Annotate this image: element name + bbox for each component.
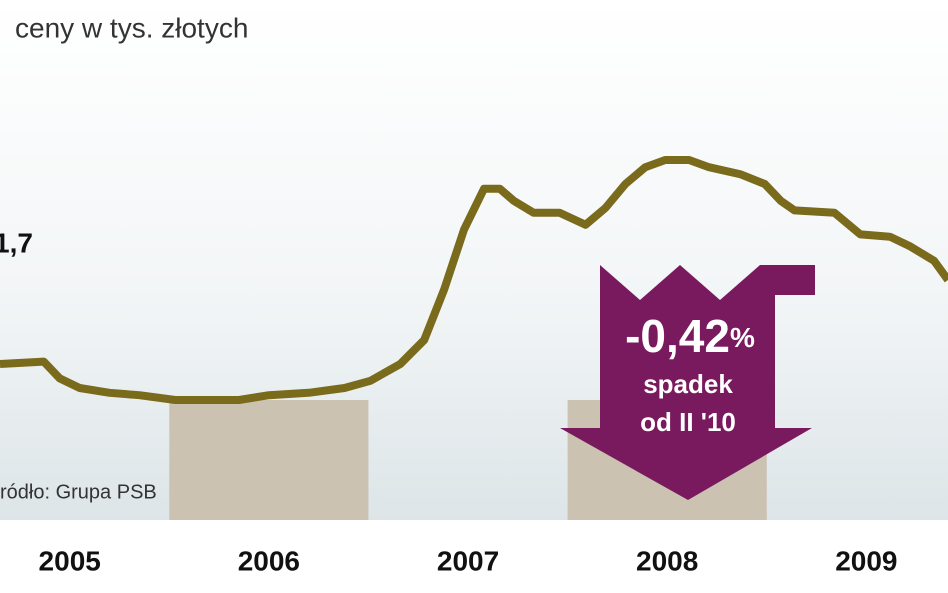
line bbox=[0, 156, 948, 404]
year-band bbox=[169, 400, 369, 520]
callout-line: spadek bbox=[643, 369, 733, 399]
callout-number: -0,42 bbox=[625, 310, 730, 362]
x-tick-label: 2009 bbox=[835, 545, 897, 576]
subtitle: ceny w tys. złotych bbox=[15, 12, 248, 43]
x-tick-label: 2005 bbox=[39, 545, 101, 576]
annotation: 1,7 bbox=[0, 227, 33, 258]
x-tick-label: 2008 bbox=[636, 545, 698, 576]
plot-background bbox=[0, 0, 948, 520]
callout-unit: % bbox=[730, 322, 755, 353]
x-tick-label: 2007 bbox=[437, 545, 499, 576]
callout-value: -0,42% bbox=[625, 310, 755, 362]
callout-line: od II '10 bbox=[640, 407, 736, 437]
source: ródło: Grupa PSB bbox=[0, 481, 157, 503]
x-tick-label: 2006 bbox=[238, 545, 300, 576]
callout-arrow bbox=[560, 265, 815, 500]
